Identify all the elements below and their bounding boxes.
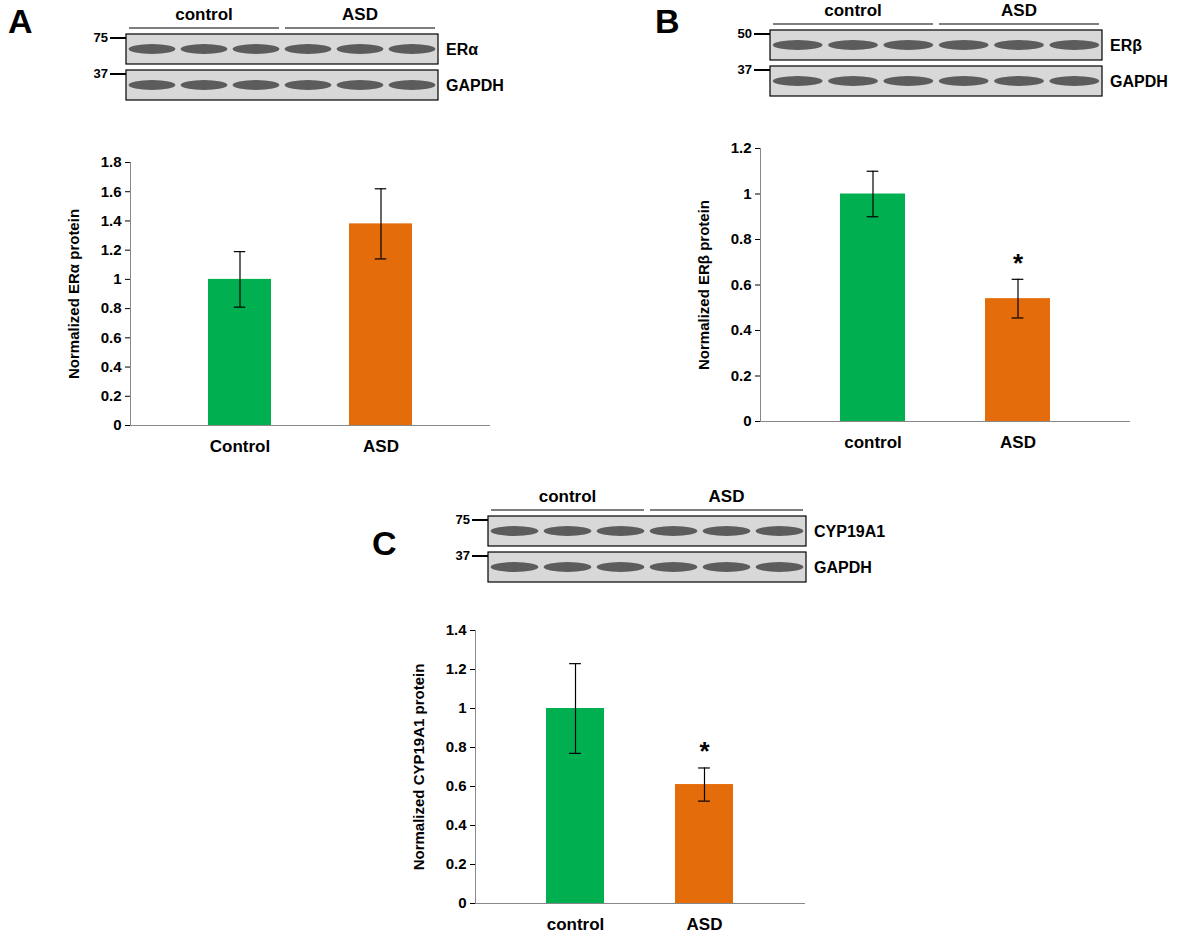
svg-text:37: 37: [94, 66, 108, 81]
svg-text:0.6: 0.6: [101, 329, 122, 346]
svg-text:1.4: 1.4: [446, 621, 468, 638]
svg-text:ASD: ASD: [363, 437, 399, 456]
svg-text:control: control: [844, 433, 902, 452]
svg-text:GAPDH: GAPDH: [814, 559, 872, 576]
svg-text:0.8: 0.8: [446, 738, 467, 755]
svg-text:ASD: ASD: [1000, 433, 1036, 452]
svg-text:Normalized CYP19A1 protein: Normalized CYP19A1 protein: [410, 664, 427, 871]
svg-text:1.2: 1.2: [731, 139, 752, 156]
svg-text:1.2: 1.2: [446, 660, 467, 677]
svg-text:control: control: [547, 915, 605, 934]
svg-text:1: 1: [458, 699, 466, 716]
svg-text:1: 1: [743, 185, 751, 202]
svg-text:1: 1: [113, 270, 121, 287]
svg-text:75: 75: [94, 30, 108, 45]
svg-text:0.2: 0.2: [446, 855, 467, 872]
svg-text:0.4: 0.4: [101, 358, 123, 375]
svg-text:Normalized ERβ protein: Normalized ERβ protein: [695, 200, 712, 370]
svg-text:0: 0: [113, 416, 121, 433]
svg-text:0.4: 0.4: [446, 816, 468, 833]
svg-text:37: 37: [738, 62, 752, 77]
svg-text:0.6: 0.6: [446, 777, 467, 794]
svg-text:GAPDH: GAPDH: [1110, 73, 1168, 90]
svg-text:ASD: ASD: [342, 5, 378, 24]
svg-text:1.4: 1.4: [101, 212, 123, 229]
svg-text:GAPDH: GAPDH: [446, 77, 504, 94]
svg-text:1.6: 1.6: [101, 183, 122, 200]
html-text:B: B: [655, 2, 680, 40]
svg-text:0: 0: [458, 894, 466, 911]
svg-text:50: 50: [738, 26, 752, 41]
svg-text:ASD: ASD: [709, 487, 745, 506]
svg-text:ASD: ASD: [687, 915, 723, 934]
svg-text:Normalized ERα protein: Normalized ERα protein: [65, 209, 82, 379]
svg-text:0: 0: [743, 412, 751, 429]
svg-text:ASD: ASD: [1001, 1, 1037, 20]
svg-text:control: control: [539, 487, 597, 506]
svg-text:37: 37: [456, 548, 470, 563]
svg-text:0.4: 0.4: [731, 321, 753, 338]
svg-text:Control: Control: [210, 437, 270, 456]
svg-text:*: *: [699, 736, 710, 766]
html-text:C: C: [372, 524, 397, 562]
svg-text:0.8: 0.8: [731, 230, 752, 247]
svg-text:0.6: 0.6: [731, 276, 752, 293]
svg-text:0.8: 0.8: [101, 299, 122, 316]
svg-text:*: *: [1013, 248, 1024, 278]
svg-text:control: control: [175, 5, 233, 24]
svg-text:ERα: ERα: [446, 41, 478, 58]
html-text:A: A: [8, 2, 33, 40]
svg-text:ERβ: ERβ: [1110, 37, 1142, 54]
svg-text:CYP19A1: CYP19A1: [814, 523, 885, 540]
svg-text:0.2: 0.2: [731, 367, 752, 384]
svg-text:control: control: [824, 1, 882, 20]
svg-text:75: 75: [456, 512, 470, 527]
svg-text:1.8: 1.8: [101, 153, 122, 170]
svg-text:0.2: 0.2: [101, 387, 122, 404]
svg-text:1.2: 1.2: [101, 241, 122, 258]
